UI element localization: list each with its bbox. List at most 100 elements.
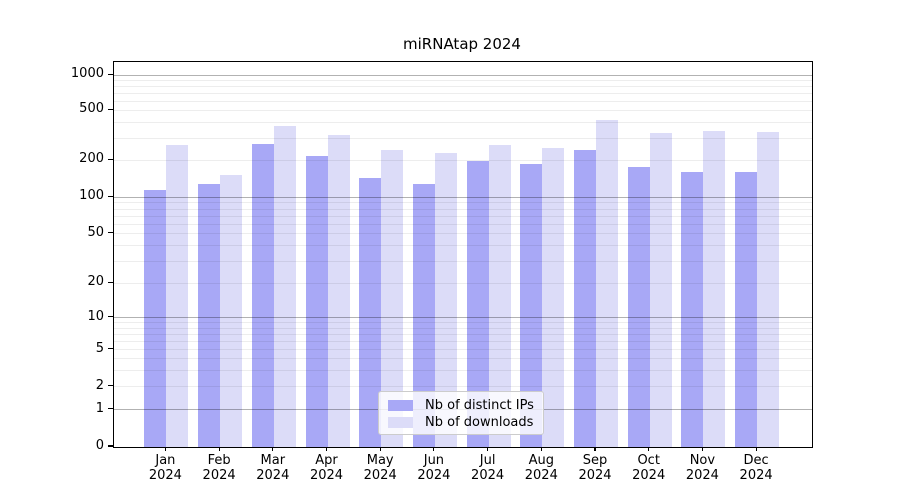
gridline-minor-40 bbox=[114, 245, 812, 247]
y-tick-label-0: 0 bbox=[95, 438, 104, 453]
bar-oct-downloads bbox=[649, 132, 672, 447]
y-tick-20 bbox=[108, 281, 113, 283]
bar-mar-downloads bbox=[273, 126, 296, 447]
y-tick-500 bbox=[108, 108, 113, 110]
x-tick-label-sep: Sep 2024 bbox=[567, 453, 623, 483]
x-tick-oct bbox=[648, 447, 650, 452]
y-tick-label-100: 100 bbox=[79, 188, 104, 204]
chart-title: miRNAtap 2024 bbox=[403, 35, 521, 53]
y-tick-5 bbox=[108, 348, 113, 350]
legend-label: Nb of distinct IPs bbox=[425, 397, 534, 413]
gridline-major-1000 bbox=[114, 74, 812, 76]
bar-sep-downloads bbox=[596, 119, 618, 447]
gridline-minor-2 bbox=[114, 386, 812, 388]
y-tick-label-20: 20 bbox=[87, 274, 104, 290]
bar-nov-downloads bbox=[703, 131, 726, 447]
bar-feb-distinct-ips bbox=[198, 184, 221, 447]
gridline-minor-8 bbox=[114, 327, 812, 329]
bar-mar-distinct-ips bbox=[251, 144, 274, 447]
x-tick-sep bbox=[594, 447, 596, 452]
bar-jun-downloads bbox=[434, 153, 457, 447]
y-tick-label-2: 2 bbox=[95, 377, 104, 393]
x-tick-may bbox=[379, 447, 381, 452]
y-tick-label-50: 50 bbox=[87, 224, 104, 240]
year-label: 2024 bbox=[363, 468, 397, 483]
legend-swatch-downloads bbox=[388, 417, 413, 428]
year-label: 2024 bbox=[739, 468, 773, 483]
legend-label: Nb of downloads bbox=[425, 414, 534, 430]
gridline-minor-700 bbox=[114, 92, 812, 94]
y-tick-50 bbox=[108, 232, 113, 234]
y-tick-label-1000: 1000 bbox=[70, 66, 104, 82]
y-tick-label-500: 500 bbox=[79, 101, 104, 117]
y-tick-label-200: 200 bbox=[79, 151, 104, 167]
x-tick-aug bbox=[540, 447, 542, 452]
x-tick-label-may: May 2024 bbox=[352, 453, 408, 483]
y-tick-label-5: 5 bbox=[95, 340, 104, 356]
year-label: 2024 bbox=[632, 468, 666, 483]
gridline-minor-50 bbox=[114, 233, 812, 235]
x-tick-label-jul: Jul 2024 bbox=[460, 453, 516, 483]
x-tick-label-jun: Jun 2024 bbox=[406, 453, 462, 483]
year-label: 2024 bbox=[202, 468, 236, 483]
y-tick-1000 bbox=[108, 73, 113, 75]
month-label: Feb bbox=[207, 453, 231, 468]
y-tick-1 bbox=[108, 407, 113, 410]
x-tick-label-feb: Feb 2024 bbox=[191, 453, 247, 483]
year-label: 2024 bbox=[685, 468, 719, 483]
x-tick-jul bbox=[487, 447, 489, 452]
gridline-minor-5 bbox=[114, 349, 812, 351]
bar-feb-downloads bbox=[220, 175, 243, 447]
year-label: 2024 bbox=[309, 468, 344, 483]
bar-nov-distinct-ips bbox=[681, 171, 704, 447]
x-tick-jan bbox=[164, 447, 166, 452]
gridline-minor-3 bbox=[114, 369, 812, 371]
bar-aug-downloads bbox=[542, 148, 565, 447]
legend-row-downloads: Nb of downloads bbox=[388, 414, 543, 431]
bar-jul-distinct-ips bbox=[466, 161, 489, 447]
x-tick-label-apr: Apr 2024 bbox=[299, 453, 355, 483]
gridline-minor-900 bbox=[114, 80, 812, 82]
gridline-minor-300 bbox=[114, 137, 812, 139]
bar-dec-distinct-ips bbox=[735, 172, 758, 447]
bar-aug-distinct-ips bbox=[520, 164, 543, 447]
y-tick-200 bbox=[108, 158, 113, 160]
legend-row-distinct-ips: Nb of distinct IPs bbox=[388, 397, 543, 414]
gridline-minor-800 bbox=[114, 86, 812, 88]
gridline-minor-600 bbox=[114, 100, 812, 102]
x-tick-label-nov: Nov 2024 bbox=[674, 453, 730, 483]
month-label: Nov bbox=[689, 453, 716, 468]
y-tick-2 bbox=[108, 385, 113, 387]
month-label: Oct bbox=[637, 453, 660, 468]
month-label: Dec bbox=[743, 453, 769, 468]
gridline-minor-80 bbox=[114, 208, 812, 210]
x-tick-feb bbox=[218, 447, 220, 452]
x-tick-apr bbox=[325, 447, 328, 452]
x-tick-label-mar: Mar 2024 bbox=[245, 453, 301, 483]
bar-oct-distinct-ips bbox=[627, 167, 650, 447]
y-tick-label-10: 10 bbox=[87, 308, 104, 324]
bar-may-downloads bbox=[381, 150, 404, 447]
month-label: Mar bbox=[260, 453, 286, 468]
x-tick-label-oct: Oct 2024 bbox=[621, 453, 677, 483]
gridline-minor-6 bbox=[114, 340, 812, 342]
x-tick-mar bbox=[272, 447, 274, 452]
month-label: Apr bbox=[315, 453, 338, 468]
month-label: May bbox=[366, 453, 394, 468]
bar-jan-distinct-ips bbox=[144, 189, 167, 447]
gridline-minor-60 bbox=[114, 223, 812, 225]
month-label: Sep bbox=[582, 453, 608, 468]
month-label: Jun bbox=[423, 453, 445, 468]
x-tick-nov bbox=[701, 447, 703, 452]
y-tick-0 bbox=[108, 445, 113, 447]
x-tick-dec bbox=[755, 447, 757, 452]
gridline-minor-90 bbox=[114, 202, 812, 204]
bar-apr-downloads bbox=[327, 134, 350, 447]
x-tick-jun bbox=[433, 447, 435, 452]
x-tick-label-jan: Jan 2024 bbox=[137, 453, 193, 483]
year-label: 2024 bbox=[524, 468, 558, 483]
gridline-minor-20 bbox=[114, 282, 812, 284]
gridline-minor-400 bbox=[114, 121, 812, 123]
year-label: 2024 bbox=[256, 468, 290, 483]
x-tick-label-aug: Aug 2024 bbox=[513, 453, 569, 483]
